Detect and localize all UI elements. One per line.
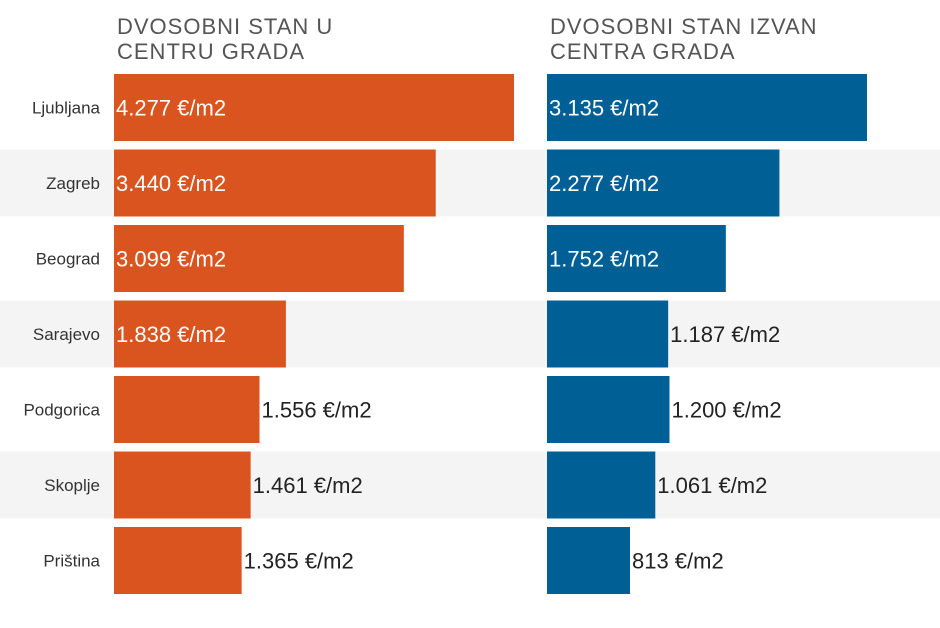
data-label: 1.200 €/m2 <box>671 398 781 423</box>
bar-outside-center <box>547 74 867 141</box>
bar-center <box>114 300 286 368</box>
bar-outside-center <box>547 225 726 292</box>
bar-outside-center <box>547 451 656 519</box>
data-label: 1.365 €/m2 <box>244 549 354 574</box>
bar-center <box>114 225 404 292</box>
data-label: 3.135 €/m2 <box>549 96 659 121</box>
data-label: 1.187 €/m2 <box>670 322 780 347</box>
category-label: Skoplje <box>44 476 100 495</box>
data-label: 1.752 €/m2 <box>549 247 659 272</box>
bar-outside-center <box>547 376 670 443</box>
data-label: 3.440 €/m2 <box>116 171 226 196</box>
data-label: 1.061 €/m2 <box>657 473 767 498</box>
category-label: Ljubljana <box>32 99 101 118</box>
bar-center <box>114 451 251 519</box>
data-label: 1.838 €/m2 <box>116 322 226 347</box>
bar-center <box>114 74 514 141</box>
data-label: 2.277 €/m2 <box>549 171 659 196</box>
bar-center <box>114 527 242 594</box>
category-label: Sarajevo <box>33 325 100 344</box>
data-label: 1.556 €/m2 <box>262 398 372 423</box>
bar-center <box>114 376 260 443</box>
data-label: 1.461 €/m2 <box>253 473 363 498</box>
bar-outside-center <box>547 527 630 594</box>
category-label: Zagreb <box>46 174 100 193</box>
data-label: 4.277 €/m2 <box>116 96 226 121</box>
bar-outside-center <box>547 300 669 368</box>
category-label: Priština <box>43 552 100 571</box>
bar-outside-center <box>547 149 780 217</box>
category-label: Beograd <box>36 250 100 269</box>
title-outside-center: DVOSOBNI STAN IZVAN CENTRA GRADA <box>550 14 818 64</box>
data-label: 3.099 €/m2 <box>116 247 226 272</box>
title-center: DVOSOBNI STAN U CENTRU GRADA <box>117 14 334 64</box>
category-label: Podgorica <box>23 401 100 420</box>
data-label: 813 €/m2 <box>632 549 724 574</box>
bar-center <box>114 149 436 217</box>
